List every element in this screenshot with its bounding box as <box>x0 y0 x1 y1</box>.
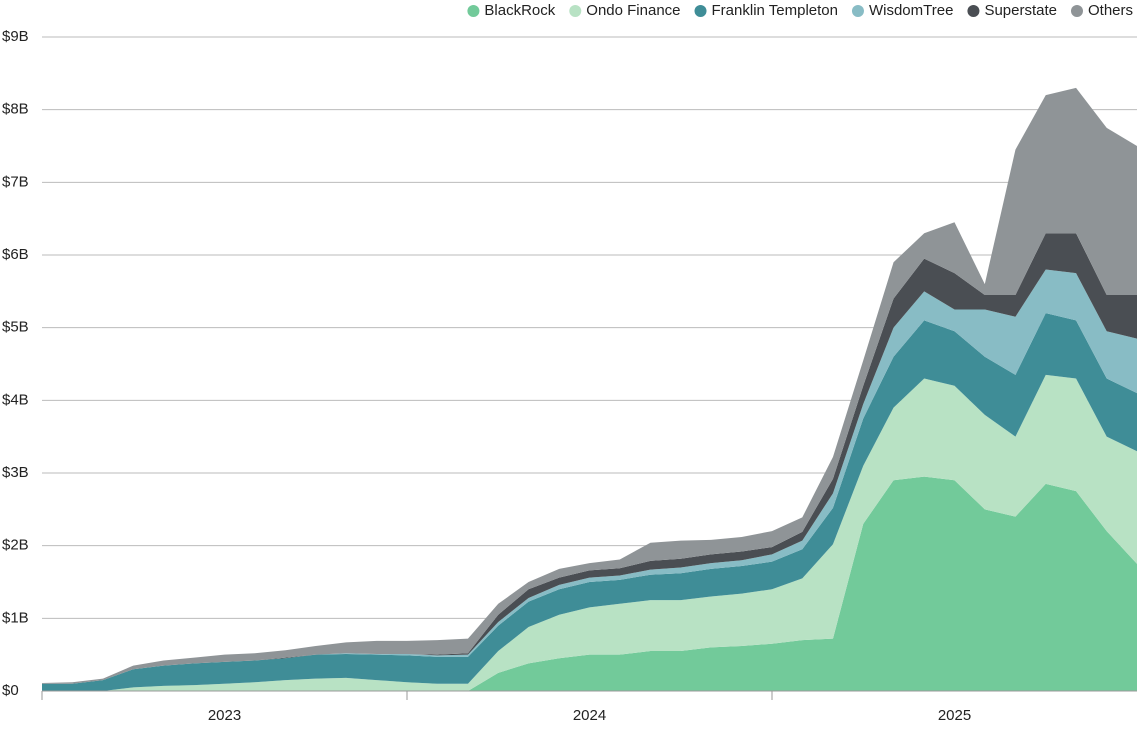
y-tick-label: $3B <box>2 464 29 481</box>
legend-label: BlackRock <box>484 2 555 19</box>
x-tick-label: 2023 <box>208 707 241 724</box>
area <box>42 374 1137 691</box>
legend-label: Others <box>1088 2 1133 19</box>
area <box>42 313 1137 691</box>
legend-marker <box>569 5 582 17</box>
y-tick-label: $7B <box>2 173 29 190</box>
area <box>42 87 1137 684</box>
legend-marker <box>967 5 980 17</box>
y-tick-label: $1B <box>2 609 29 626</box>
x-tick-label: 2024 <box>573 707 606 724</box>
legend-label: WisdomTree <box>869 2 953 19</box>
y-tick-label: $5B <box>2 319 29 336</box>
legend-label: Ondo Finance <box>586 2 680 19</box>
area <box>42 269 1137 684</box>
legend-marker <box>851 5 864 17</box>
x-tick-label: 2025 <box>938 707 971 724</box>
area <box>42 476 1137 691</box>
y-tick-label: $0 <box>2 682 19 699</box>
legend-marker <box>1070 5 1083 17</box>
y-tick-label: $2B <box>2 537 29 554</box>
legend-label: Superstate <box>984 2 1057 19</box>
area <box>42 233 1137 684</box>
legend-marker <box>694 5 707 17</box>
y-tick-label: $9B <box>2 28 29 45</box>
legend-marker <box>467 5 480 17</box>
y-tick-label: $4B <box>2 391 29 408</box>
legend-label: Franklin Templeton <box>712 2 838 19</box>
y-tick-label: $8B <box>2 101 29 118</box>
y-tick-label: $6B <box>2 246 29 263</box>
